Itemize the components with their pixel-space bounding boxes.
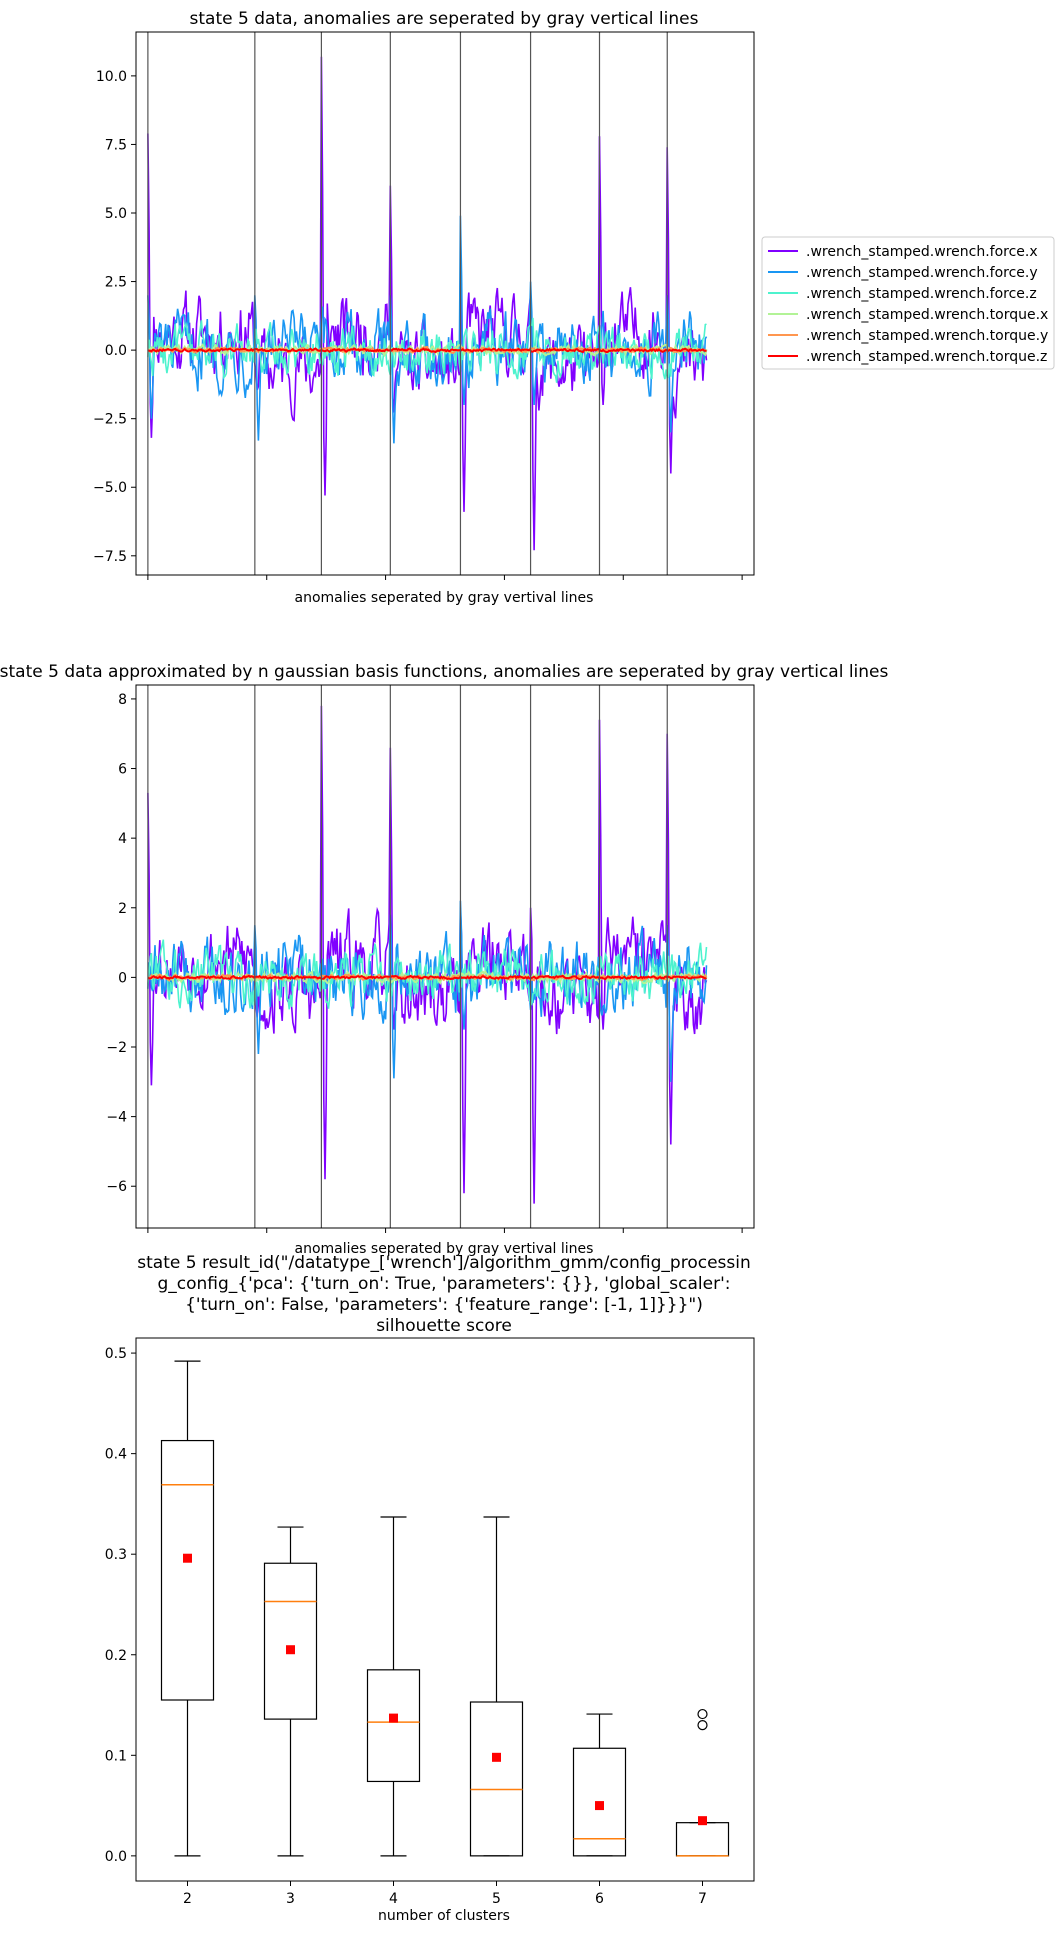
y-tick-label: 4 — [118, 831, 127, 847]
y-tick-label: 0.1 — [105, 1748, 127, 1764]
y-tick-label: 2 — [118, 901, 127, 917]
series-line-0 — [147, 705, 708, 1204]
chart3-boxes — [160, 1360, 730, 1857]
y-tick-label: 8 — [118, 692, 127, 708]
chart1-series-lines — [147, 56, 708, 551]
series-line-1 — [147, 215, 708, 444]
box-6 — [572, 1713, 627, 1857]
chart2-separator-lines — [147, 685, 668, 1228]
box-5 — [469, 1516, 524, 1857]
y-tick-label: 0.4 — [105, 1447, 127, 1463]
legend-frame — [761, 236, 1055, 370]
mean-marker — [492, 1752, 501, 1762]
box-7 — [675, 1708, 730, 1857]
series-line-1 — [147, 900, 708, 1082]
y-tick-label: 0.0 — [105, 1849, 127, 1865]
outlier-point — [697, 1720, 708, 1731]
iqr-box — [572, 1747, 627, 1857]
mean-marker — [698, 1816, 707, 1826]
series-line-2 — [147, 317, 707, 383]
y-tick-label: 6 — [118, 762, 127, 778]
y-tick-label: −6 — [106, 1179, 127, 1195]
series-line-2 — [147, 939, 708, 1010]
chart2-xticks — [147, 1228, 743, 1233]
box-2 — [160, 1360, 215, 1857]
legend: .wrench_stamped.wrench.force.x .wrench_st… — [761, 236, 1055, 370]
chart3-title: state 5 result_id("/datatype_['wrench']/… — [137, 1253, 751, 1336]
chart3-title-line-4: silhouette score — [376, 1316, 512, 1336]
series-line-5 — [147, 974, 707, 981]
y-tick-label: 0.3 — [105, 1547, 127, 1563]
x-tick-label: 6 — [595, 1891, 604, 1907]
box-4 — [366, 1516, 421, 1857]
legend-label: .wrench_stamped.wrench.torque.y — [806, 328, 1048, 344]
legend-label: .wrench_stamped.wrench.torque.z — [806, 349, 1047, 365]
outlier-point — [697, 1708, 708, 1720]
y-tick-label: −2.5 — [93, 412, 127, 428]
y-tick-label: 10.0 — [96, 69, 127, 85]
chart-silhouette-boxplot: state 5 result_id("/datatype_['wrench']/… — [105, 1253, 755, 1924]
y-tick-label: −5.0 — [93, 480, 127, 496]
x-tick-label: 7 — [698, 1891, 707, 1907]
iqr-box — [675, 1822, 730, 1857]
box-3 — [263, 1526, 318, 1857]
x-tick-label: 5 — [492, 1891, 501, 1907]
chart2-series-lines — [147, 705, 708, 1204]
series-line-4 — [147, 345, 708, 354]
chart2-yticks: 8 6 4 2 0 −2 −4 −6 — [106, 692, 136, 1195]
y-tick-label: 5.0 — [105, 206, 127, 222]
iqr-box — [160, 1439, 215, 1701]
chart3-axes-frame — [135, 1337, 755, 1882]
y-tick-label: 0.0 — [105, 343, 127, 359]
chart3-title-line-3: {'turn_on': False, 'parameters': {'featu… — [185, 1295, 703, 1315]
x-tick-label: 3 — [286, 1891, 295, 1907]
y-tick-label: −4 — [106, 1110, 127, 1126]
series-line-0 — [147, 56, 708, 551]
mean-marker — [183, 1553, 192, 1563]
legend-label: .wrench_stamped.wrench.force.z — [806, 286, 1037, 302]
iqr-box — [469, 1701, 524, 1857]
iqr-box — [263, 1562, 318, 1720]
x-tick-label: 2 — [183, 1891, 192, 1907]
y-tick-label: 7.5 — [105, 137, 127, 153]
mean-marker — [595, 1801, 604, 1811]
y-tick-label: −2 — [106, 1040, 127, 1056]
x-tick-label: 4 — [389, 1891, 398, 1907]
chart3-yticks: 0.0 0.1 0.2 0.3 0.4 0.5 — [105, 1346, 136, 1865]
chart2-axes-frame — [135, 684, 755, 1229]
chart1-yticks: 10.0 7.5 5.0 2.5 0.0 −2.5 −5.0 −7.5 — [93, 69, 136, 565]
legend-label: .wrench_stamped.wrench.force.y — [806, 265, 1038, 281]
chart1-separator-lines — [147, 32, 668, 575]
chart-raw-data: state 5 data, anomalies are seperated by… — [93, 9, 755, 606]
chart2-title: state 5 data approximated by n gaussian … — [0, 662, 889, 682]
chart3-xlabel: number of clusters — [378, 1908, 510, 1924]
chart1-title: state 5 data, anomalies are seperated by… — [190, 9, 699, 29]
chart2-xlabel: anomalies seperated by gray vertival lin… — [295, 1241, 594, 1257]
y-tick-label: 0.2 — [105, 1648, 127, 1664]
legend-label: .wrench_stamped.wrench.torque.x — [806, 307, 1048, 323]
series-line-5 — [147, 347, 707, 354]
chart-gaussian-approximation: state 5 data approximated by n gaussian … — [0, 662, 889, 1257]
y-tick-label: 2.5 — [105, 275, 127, 291]
legend-label: .wrench_stamped.wrench.force.x — [806, 244, 1038, 260]
chart3-title-line-1: state 5 result_id("/datatype_['wrench']/… — [137, 1253, 751, 1273]
mean-marker — [286, 1645, 295, 1655]
y-tick-label: −7.5 — [93, 549, 127, 565]
chart1-axes-frame — [135, 31, 755, 576]
chart1-xticks — [147, 575, 743, 580]
chart3-title-line-2: g_config_{'pca': {'turn_on': True, 'para… — [157, 1274, 730, 1294]
mean-marker — [389, 1713, 398, 1723]
chart3-xticks: 2 3 4 5 6 7 — [183, 1881, 707, 1907]
chart1-xlabel: anomalies seperated by gray vertival lin… — [295, 590, 594, 606]
y-tick-label: 0.5 — [105, 1346, 127, 1362]
iqr-box — [366, 1669, 421, 1783]
y-tick-label: 0 — [118, 970, 127, 986]
